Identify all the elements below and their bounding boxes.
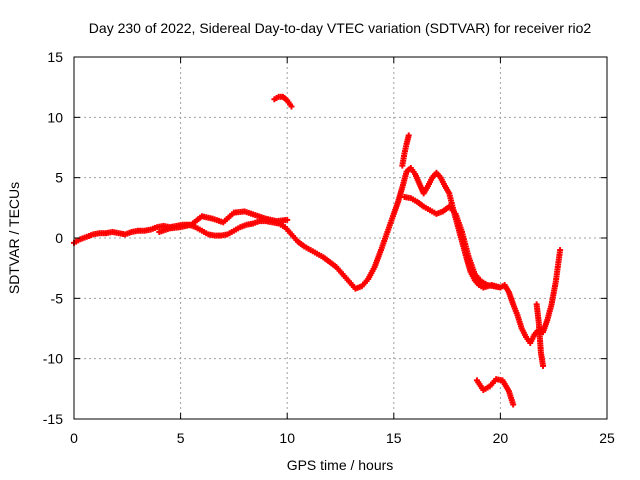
y-tick-label: -5 [51,290,64,306]
x-axis: 0 5 10 15 20 25 [70,57,615,446]
data-point [510,401,517,408]
data-point [497,284,504,291]
data-point [540,362,547,369]
data-point [557,247,564,254]
data-point [288,103,295,110]
x-tick-label: 0 [70,430,78,446]
grid [74,57,607,419]
x-tick-label: 5 [177,430,185,446]
chart-title: Day 230 of 2022, Sidereal Day-to-day VTE… [89,20,592,36]
y-axis: 15 10 5 0 -5 -10 -15 [43,49,607,427]
x-axis-label: GPS time / hours [287,457,394,473]
x-tick-label: 20 [493,430,509,446]
y-tick-label: -15 [43,411,63,427]
x-tick-label: 25 [599,430,615,446]
data-point [284,216,291,223]
y-tick-label: 0 [55,230,63,246]
y-axis-label: SDTVAR / TECUs [6,182,22,294]
y-tick-label: -10 [43,351,63,367]
x-tick-label: 15 [386,430,402,446]
y-tick-label: 15 [47,49,63,65]
y-tick-label: 5 [55,170,63,186]
data-marks [71,93,564,408]
x-tick-label: 10 [279,430,295,446]
data-point [405,132,412,139]
y-tick-label: 10 [47,109,63,125]
